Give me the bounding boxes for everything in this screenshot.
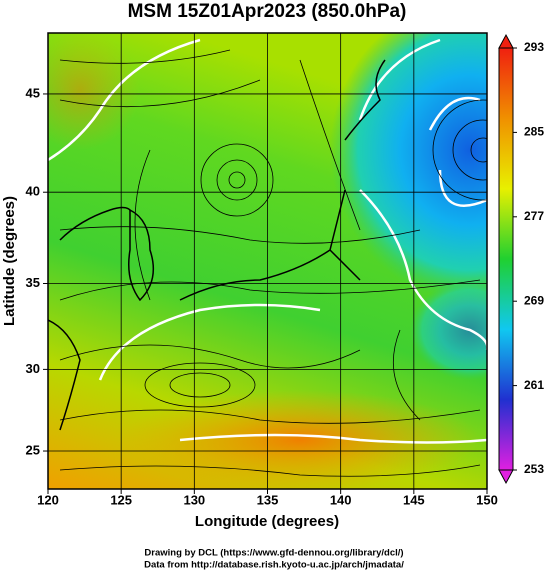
x-tick-label: 135	[257, 492, 279, 507]
colorbar-tick-label: 285	[524, 125, 544, 139]
y-tick-label: 35	[26, 275, 40, 290]
plot-frame	[47, 32, 488, 490]
y-tick-label: 40	[26, 184, 40, 199]
axes: 120 125 130 135 140 145 150 25 30 35 40 45	[26, 33, 517, 507]
cold-region	[410, 280, 487, 380]
colorbar-tick-label: 269	[524, 293, 544, 307]
field	[48, 33, 487, 489]
x-axis-label: Longitude (degrees)	[195, 513, 339, 530]
x-tick-label: 130	[183, 492, 205, 507]
coastlines	[48, 59, 386, 431]
colorbar-tick-label: 253	[524, 462, 544, 476]
credit: Data from http://database.rish.kyoto-u.a…	[144, 560, 404, 571]
x-tick-label: 125	[110, 492, 132, 507]
colorbar-max-arrow	[498, 33, 514, 49]
y-axis-label: Latitude (degrees)	[1, 196, 18, 326]
x-tick-label: 140	[330, 492, 352, 507]
streamlines	[59, 49, 487, 477]
colorbar	[498, 47, 514, 471]
x-tick-label: 150	[476, 492, 498, 507]
colorbar-tick-label: 261	[524, 378, 544, 392]
warm-region	[120, 390, 480, 489]
colorbar-min-arrow	[498, 469, 514, 485]
colorbar-tick-label: 277	[524, 209, 544, 223]
colorbar-tick-label: 293	[524, 40, 544, 54]
x-tick-label: 120	[37, 492, 59, 507]
warm-region	[48, 33, 140, 150]
y-tick-label: 45	[26, 85, 40, 100]
chart-title: MSM 15Z01Apr2023 (850.0hPa)	[128, 1, 407, 22]
y-tick-label: 25	[26, 442, 40, 457]
x-tick-label: 145	[403, 492, 425, 507]
y-tick-label: 30	[26, 361, 40, 376]
credit: Drawing by DCL (https://www.gfd-dennou.o…	[144, 548, 403, 559]
